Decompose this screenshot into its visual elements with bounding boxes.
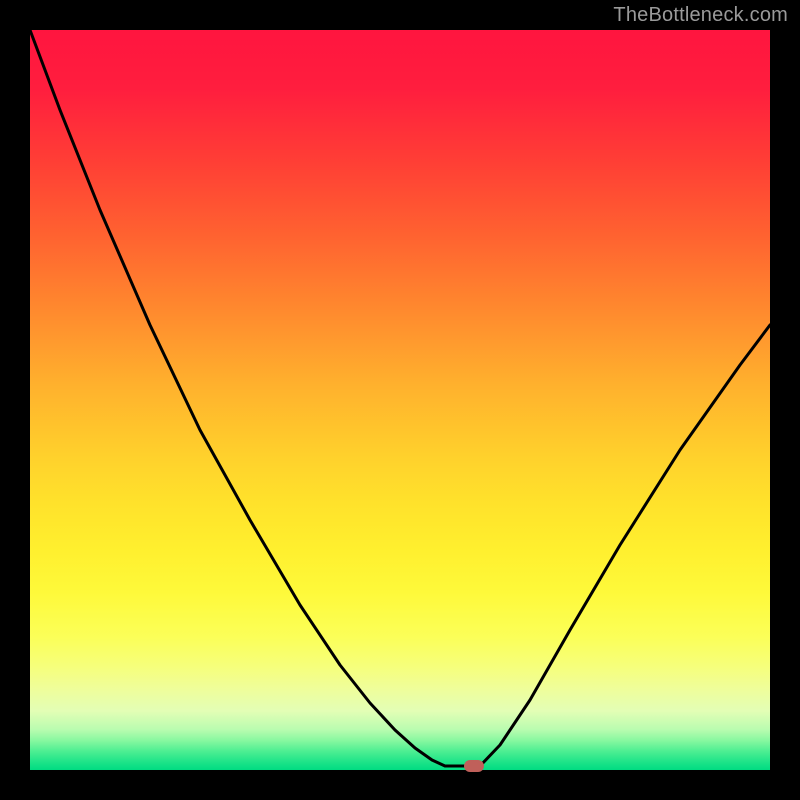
- bottleneck-chart: [0, 0, 800, 800]
- trough-marker: [464, 760, 484, 772]
- chart-stage: TheBottleneck.com: [0, 0, 800, 800]
- plot-area: [30, 30, 770, 770]
- watermark-text: TheBottleneck.com: [613, 4, 788, 27]
